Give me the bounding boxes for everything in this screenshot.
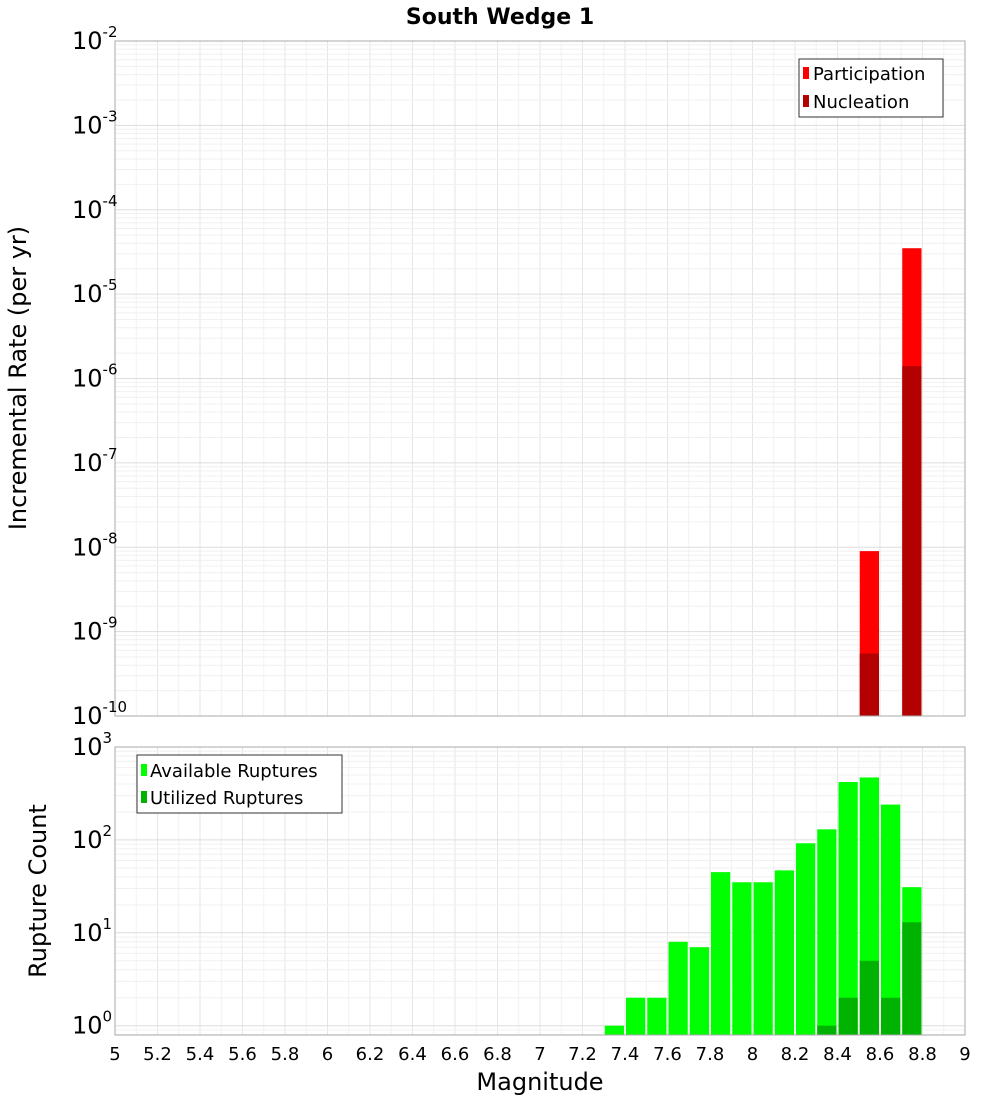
bar-nucleation xyxy=(902,366,922,716)
bar-available-ruptures xyxy=(817,829,837,1035)
x-tick-label: 7.2 xyxy=(568,1044,597,1065)
bar-available-ruptures xyxy=(711,872,731,1035)
bar-utilized-ruptures xyxy=(902,922,922,1035)
bar-available-ruptures xyxy=(689,947,709,1035)
x-tick-labels: 5 5.2 5.4 5.6 5.8 6 6.2 6.4 6.6 6.8 7 7.2 7.4 7.6 7.8 8… xyxy=(109,1044,970,1065)
top-y-axis-label: Incremental Rate (per yr) xyxy=(4,226,32,530)
bar-available-ruptures xyxy=(774,870,794,1035)
x-axis-label: Magnitude xyxy=(476,1068,603,1096)
x-tick-label: 6.4 xyxy=(398,1044,427,1065)
bottom-plot-frame xyxy=(114,746,966,1036)
legend-label-utilized: Utilized Ruptures xyxy=(150,788,303,809)
bar-available-ruptures xyxy=(604,1025,624,1035)
x-tick-label: 7 xyxy=(534,1044,545,1065)
bottom-y-tick-label: 100 xyxy=(72,1008,112,1040)
legend-swatch-nucleation xyxy=(803,95,809,107)
top-legend-box xyxy=(798,58,944,118)
top-y-tick-label: 10-6 xyxy=(72,361,118,393)
bottom-y-axis-label: Rupture Count xyxy=(24,804,52,978)
x-tick-label: 6.2 xyxy=(356,1044,385,1065)
top-y-tick-label: 10-5 xyxy=(72,276,118,308)
bar-available-ruptures xyxy=(647,997,667,1035)
top-panel-grid xyxy=(115,41,965,716)
bottom-y-tick-label: 101 xyxy=(72,915,112,947)
top-legend: Participation Nucleation xyxy=(798,58,944,118)
top-plot-frame xyxy=(114,40,966,717)
x-tick-label: 8.6 xyxy=(866,1044,895,1065)
chart-title: South Wedge 1 xyxy=(406,5,594,30)
bar-utilized-ruptures xyxy=(838,997,858,1035)
x-tick-label: 5.6 xyxy=(228,1044,257,1065)
top-y-tick-label: 10-4 xyxy=(72,192,118,224)
x-tick-label: 6 xyxy=(322,1044,333,1065)
x-tick-label: 6.6 xyxy=(441,1044,470,1065)
top-y-tick-labels: 10-10 10-9 10-8 10-7 10-6 10-5 10-4 10-3 10-2 xyxy=(72,23,127,730)
legend-swatch-utilized xyxy=(141,791,147,803)
x-tick-label: 7.6 xyxy=(653,1044,682,1065)
legend-label-available: Available Ruptures xyxy=(150,761,318,782)
x-tick-label: 6.8 xyxy=(483,1044,512,1065)
bottom-y-tick-label: 103 xyxy=(72,729,112,761)
x-tick-label: 8 xyxy=(747,1044,758,1065)
top-y-tick-label: 10-8 xyxy=(72,529,118,561)
bar-available-ruptures xyxy=(753,882,773,1035)
bar-available-ruptures xyxy=(796,843,816,1035)
legend-swatch-available xyxy=(141,764,147,776)
bar-utilized-ruptures xyxy=(859,960,879,1035)
x-tick-label: 8.2 xyxy=(781,1044,810,1065)
top-panel-bars xyxy=(859,248,922,717)
x-tick-label: 8.4 xyxy=(823,1044,852,1065)
bar-available-ruptures xyxy=(838,782,858,1035)
bar-nucleation xyxy=(859,653,879,716)
bar-available-ruptures xyxy=(668,941,688,1035)
bottom-y-tick-label: 102 xyxy=(72,822,112,854)
bar-available-ruptures xyxy=(881,804,901,1035)
x-tick-label: 5.8 xyxy=(271,1044,300,1065)
legend-swatch-participation xyxy=(803,67,809,79)
x-tick-label: 9 xyxy=(959,1044,970,1065)
top-y-tick-label: 10-9 xyxy=(72,614,118,646)
bar-utilized-ruptures xyxy=(817,1025,837,1035)
x-tick-label: 5.4 xyxy=(186,1044,215,1065)
x-tick-label: 7.8 xyxy=(696,1044,725,1065)
bottom-legend-box xyxy=(136,754,343,814)
legend-label-participation: Participation xyxy=(813,64,925,85)
x-tick-label: 8.8 xyxy=(908,1044,937,1065)
x-tick-label: 5 xyxy=(109,1044,120,1065)
top-y-tick-label: 10-3 xyxy=(72,107,118,139)
x-tick-label: 5.2 xyxy=(143,1044,172,1065)
bar-available-ruptures xyxy=(732,882,752,1035)
top-y-tick-label: 10-10 xyxy=(72,698,127,730)
bottom-legend: Available Ruptures Utilized Ruptures xyxy=(136,754,343,814)
top-y-tick-label: 10-2 xyxy=(72,23,118,55)
legend-label-nucleation: Nucleation xyxy=(813,92,909,113)
bar-available-ruptures xyxy=(626,997,646,1035)
bottom-panel-bars xyxy=(604,777,922,1035)
bar-utilized-ruptures xyxy=(881,997,901,1035)
bottom-y-tick-labels: 100 101 102 103 xyxy=(72,729,112,1040)
x-tick-label: 7.4 xyxy=(611,1044,640,1065)
top-y-tick-label: 10-7 xyxy=(72,445,118,477)
